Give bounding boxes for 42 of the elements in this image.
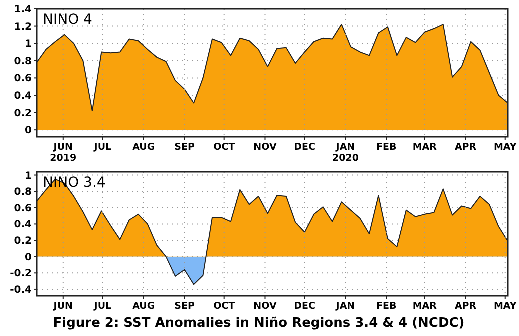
x-tick-label: OCT	[214, 142, 236, 153]
x-tick-label: MAR	[412, 301, 438, 312]
y-tick-label: 1	[25, 170, 32, 182]
y-tick-label: 0.8	[14, 56, 32, 68]
x-tick-label: NOV	[254, 301, 278, 312]
x-tick-label: MAY	[494, 301, 517, 312]
x-tick-label: SEP	[174, 142, 195, 153]
y-tick-label: 1.2	[14, 22, 32, 33]
x-tick-label: SEP	[174, 301, 195, 312]
x-tick-label: MAY	[494, 142, 517, 153]
y-tick-label: 0.2	[14, 108, 32, 120]
x-tick-label: JUL	[93, 142, 112, 153]
y-tick-label: 0.2	[14, 236, 32, 248]
y-tick-label: 0.4	[14, 90, 32, 102]
x-tick-label: DEC	[294, 301, 316, 312]
x-tick-label: JUN	[52, 301, 74, 312]
x-tick-label: DEC	[294, 142, 316, 153]
y-tick-label: 0.6	[14, 203, 32, 214]
x-tick-label: JUL	[93, 301, 112, 312]
x-tick-label: NOV	[254, 142, 278, 153]
y-tick-label: 0	[25, 126, 32, 137]
y-tick-label: 0.4	[14, 220, 32, 231]
x-tick-label: AUG	[132, 301, 156, 312]
x-tick-label: FEB	[376, 142, 397, 153]
y-tick-label: -0.4	[10, 284, 32, 296]
x-tick-label: APR	[454, 142, 478, 153]
y-tick-label: 0.8	[14, 187, 32, 198]
x-tick-label: JAN 2020	[332, 142, 360, 164]
y-tick-label: -0.2	[10, 268, 32, 280]
x-tick-label: APR	[454, 301, 478, 312]
x-tick-label: JUN 2019	[50, 142, 77, 164]
x-tick-label: MAR	[412, 142, 438, 153]
y-tick-label: 1	[25, 39, 32, 50]
x-tick-label: AUG	[132, 142, 156, 153]
x-tick-label: OCT	[214, 301, 236, 312]
y-tick-label: 0.6	[14, 74, 32, 85]
x-tick-label: FEB	[376, 301, 397, 312]
caption: Figure 2: SST Anomalies in Niño Regions 3.4 & 4 (NCDC)	[53, 316, 465, 331]
y-tick-label: 1.4	[14, 4, 32, 16]
chart-title: NINO 4	[43, 12, 93, 28]
y-tick-label: 0	[25, 252, 32, 264]
x-tick-label: JAN	[335, 301, 356, 312]
